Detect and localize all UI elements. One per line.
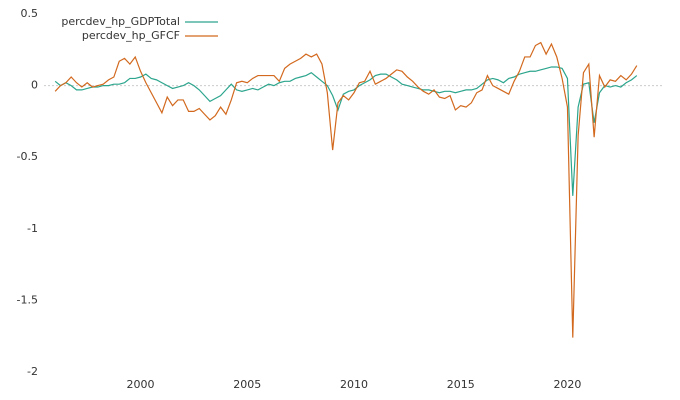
legend-label: percdev_hp_GDPTotal [61, 15, 180, 28]
y-tick-label: -0.5 [17, 150, 38, 163]
x-tick-label: 2005 [233, 378, 261, 391]
legend-label: percdev_hp_GFCF [82, 29, 180, 42]
line-series [54, 66, 638, 196]
y-tick-label: -1.5 [17, 293, 38, 306]
x-tick-label: 2000 [127, 378, 155, 391]
x-tick-label: 2010 [340, 378, 368, 391]
x-tick-label: 2020 [553, 378, 581, 391]
y-tick-label: -1 [27, 222, 38, 235]
line-series [54, 41, 638, 338]
y-tick-label: 0 [31, 79, 38, 92]
x-tick-label: 2015 [447, 378, 475, 391]
y-tick-label: 0.5 [21, 7, 39, 20]
y-tick-label: -2 [27, 365, 38, 378]
